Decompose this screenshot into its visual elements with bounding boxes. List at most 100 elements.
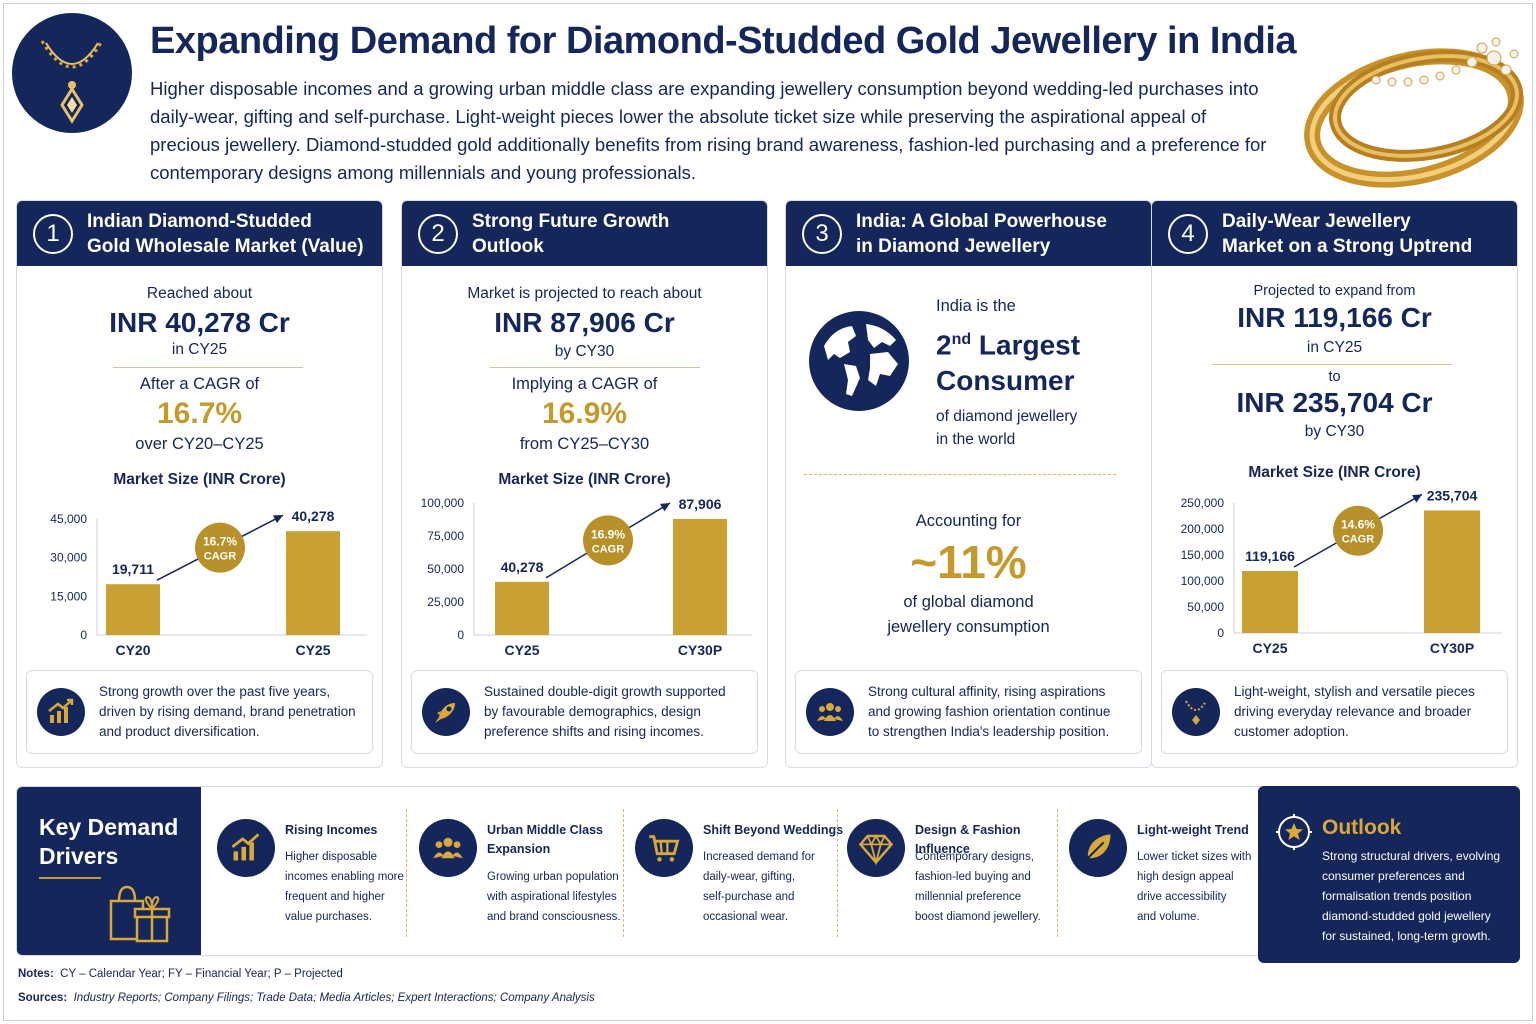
cagr-badge-label: CAGR	[592, 543, 624, 555]
rank-post-2: in the world	[936, 431, 1016, 449]
page-frame	[3, 3, 1533, 1021]
bar-value-label: 119,166	[1245, 548, 1295, 564]
share-value: ~11%	[910, 536, 1027, 588]
bar-value-label: 40,278	[501, 559, 544, 575]
card-footer: Light-weight, stylish and versatile piec…	[1161, 670, 1508, 754]
card-value: INR 87,906 Cr	[494, 307, 675, 338]
driver-urban-middle-class: Urban Middle Class Expansion Growing urba…	[419, 809, 629, 939]
cagr-period: from CY25–CY30	[519, 435, 650, 453]
shopping-cart-icon	[635, 819, 693, 877]
drivers-heading-block: Key Demand Drivers	[17, 787, 201, 955]
y-tick-label: 50,000	[1187, 600, 1224, 614]
gold-ring-illustration	[1296, 18, 1528, 198]
card-prefix: Market is projected to reach about	[467, 285, 702, 302]
y-tick-label: 250,000	[1181, 496, 1225, 510]
y-tick-label: 75,000	[427, 529, 464, 543]
heading-underline	[39, 877, 101, 879]
notes-line: Notes: CY – Calendar Year; FY – Financia…	[18, 968, 343, 980]
card-title: Strong Future Growth Outlook	[472, 210, 670, 257]
x-category-label: CY25	[504, 642, 539, 658]
card-footer: Strong cultural affinity, rising aspirat…	[795, 670, 1142, 754]
trend-arrow-head	[273, 515, 283, 524]
card-footer: Strong growth over the past five years, d…	[26, 670, 373, 754]
rank-prefix: India is the	[936, 297, 1016, 315]
cagr-badge-label: CAGR	[1342, 534, 1374, 546]
card-value: INR 119,166 Cr	[1237, 302, 1432, 333]
card-header: 2 Strong Future Growth Outlook	[402, 201, 767, 266]
card-global-powerhouse: 3 India: A Global Powerhouse in Diamond J…	[785, 200, 1152, 768]
outlook-panel: Outlook Strong structural drivers, evolv…	[1258, 786, 1520, 963]
divider	[837, 809, 838, 937]
bar-value-label: 40,278	[292, 508, 335, 524]
necklace-logo-icon	[12, 13, 132, 133]
card-header: 4 Daily-Wear Jewellery Market on a Strong…	[1152, 201, 1517, 266]
bar-value-label: 19,711	[112, 561, 154, 577]
y-tick-label: 15,000	[50, 589, 87, 603]
bar-value-label: 87,906	[679, 496, 722, 512]
cagr-badge-value: 16.9%	[591, 527, 625, 541]
card-footer-text: Sustained double-digit growth supported b…	[484, 684, 726, 739]
rank-word: Consumer	[936, 365, 1075, 397]
card-title: Daily-Wear Jewellery Market on a Strong U…	[1222, 210, 1473, 257]
intro-paragraph: Higher disposable incomes and a growing …	[150, 78, 1267, 183]
card-title: Indian Diamond-Studded Gold Wholesale Mar…	[87, 210, 364, 257]
cagr-badge-value: 16.7%	[203, 535, 237, 549]
card-number: 1	[33, 213, 73, 254]
driver-title: Design & Fashion Influence	[915, 823, 1021, 856]
bar	[673, 518, 727, 635]
divider	[113, 367, 303, 368]
chart-title: Market Size (INR Crore)	[498, 471, 671, 488]
x-category-label: CY25	[1252, 640, 1287, 656]
card-header: 3 India: A Global Powerhouse in Diamond J…	[786, 201, 1151, 266]
card-future-growth: 2 Strong Future Growth Outlook Market is …	[401, 200, 768, 768]
people-group-icon	[806, 688, 854, 736]
star-badge-icon	[1274, 812, 1314, 857]
card-prefix: Projected to expand from	[1253, 283, 1416, 299]
divider	[804, 474, 1116, 475]
divider	[490, 367, 700, 368]
bar-chart-wholesale: 0 15,000 30,000 45,000 19,711 CY20 40,278 CY25 1…	[50, 508, 367, 658]
x-category-label: CY30P	[1430, 640, 1474, 656]
outlook-text: Strong structural drivers, evolving cons…	[1322, 849, 1501, 943]
y-tick-label: 0	[1217, 626, 1224, 640]
chart-title: Market Size (INR Crore)	[1248, 464, 1421, 481]
bar-chart-growth-icon	[217, 819, 275, 877]
driver-text: Growing urban population with aspirationa…	[487, 871, 621, 923]
y-tick-label: 50,000	[427, 562, 464, 576]
y-tick-label: 45,000	[50, 512, 87, 526]
driver-shift-beyond-weddings: Shift Beyond Weddings Increased demand f…	[635, 809, 845, 939]
card-header: 1 Indian Diamond-Studded Gold Wholesale M…	[17, 201, 382, 266]
card-number: 2	[418, 213, 458, 254]
cagr-badge	[195, 522, 245, 573]
rank-text-block: India is the 2nd Largest Consumer of dia…	[936, 297, 1146, 451]
driver-title: Light-weight Trend	[1137, 823, 1249, 837]
divider	[1057, 809, 1058, 937]
bar-chart-daily-wear: 0 50,000 100,000 150,000 200,000 250,000 119,1…	[1181, 491, 1502, 656]
cagr-prefix: After a CAGR of	[139, 375, 260, 393]
y-tick-label: 0	[457, 628, 464, 642]
card-number: 4	[1168, 213, 1208, 254]
driver-text: Increased demand for daily-wear, gifting,…	[703, 851, 815, 923]
y-tick-label: 25,000	[427, 595, 464, 609]
driver-text: Higher disposable incomes enabling more fr…	[285, 851, 404, 923]
bar	[1242, 571, 1298, 633]
bar	[286, 531, 340, 635]
rocket-icon	[422, 688, 470, 736]
card-number: 3	[802, 213, 842, 254]
cagr-badge-label: CAGR	[204, 551, 236, 563]
divider	[1212, 364, 1452, 365]
y-tick-label: 200,000	[1181, 522, 1225, 536]
card-footer-text: Light-weight, stylish and versatile piec…	[1234, 684, 1475, 739]
card-value: INR 40,278 Cr	[109, 307, 290, 338]
card-title: India: A Global Powerhouse in Diamond Jew…	[856, 210, 1107, 257]
cagr-value: 16.7%	[156, 397, 243, 430]
necklace-icon	[1172, 688, 1220, 736]
y-tick-label: 30,000	[50, 551, 87, 565]
driver-title: Urban Middle Class Expansion	[487, 823, 603, 856]
driver-text: Lower ticket sizes with high design appea…	[1137, 851, 1252, 923]
shopping-bag-gift-icon	[107, 883, 173, 950]
cagr-badge	[583, 515, 633, 566]
driver-rising-incomes: Rising Incomes Higher disposable incomes …	[217, 809, 417, 939]
bar	[495, 581, 549, 635]
globe-icon	[804, 306, 914, 416]
